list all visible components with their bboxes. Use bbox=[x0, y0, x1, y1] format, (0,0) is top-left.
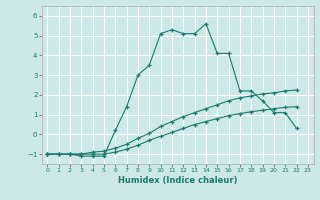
X-axis label: Humidex (Indice chaleur): Humidex (Indice chaleur) bbox=[118, 176, 237, 185]
